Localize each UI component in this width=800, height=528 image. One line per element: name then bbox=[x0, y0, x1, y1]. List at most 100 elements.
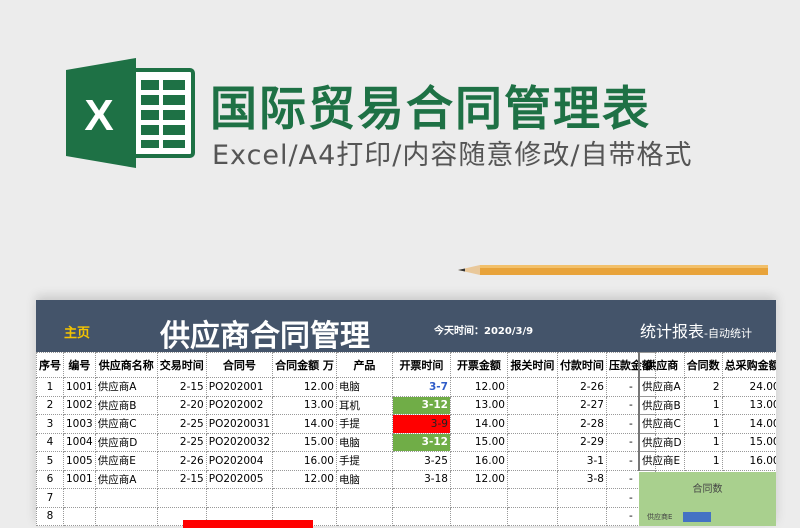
table-cell[interactable]: 供应商A bbox=[94, 377, 158, 397]
stats-cell[interactable]: 1 bbox=[683, 432, 723, 452]
table-cell[interactable]: PO202005 bbox=[205, 469, 274, 489]
stats-cell[interactable]: 13.00 bbox=[721, 395, 776, 415]
table-cell[interactable]: 3-12 bbox=[391, 395, 451, 415]
column-header[interactable]: 开票时间 bbox=[391, 352, 451, 378]
table-cell[interactable]: 7 bbox=[36, 488, 64, 508]
table-cell[interactable]: 电脑 bbox=[335, 432, 393, 452]
table-cell[interactable] bbox=[506, 395, 558, 415]
table-cell[interactable]: 2-15 bbox=[156, 377, 207, 397]
table-cell[interactable]: 手提 bbox=[335, 451, 393, 471]
table-cell[interactable]: 2-28 bbox=[556, 414, 607, 434]
table-cell[interactable]: 2-25 bbox=[156, 432, 207, 452]
table-cell[interactable]: 16.00 bbox=[449, 451, 508, 471]
stats-cell[interactable]: 2 bbox=[683, 377, 723, 397]
table-cell[interactable]: 1002 bbox=[63, 395, 96, 415]
table-cell[interactable]: 3-9 bbox=[391, 414, 451, 434]
table-cell[interactable]: 4 bbox=[36, 432, 64, 452]
table-cell[interactable]: 3-12 bbox=[391, 432, 451, 452]
column-header[interactable]: 供应商名称 bbox=[94, 352, 158, 378]
table-cell[interactable]: 1 bbox=[36, 377, 64, 397]
stats-cell[interactable]: 16.00 bbox=[721, 451, 776, 471]
column-header[interactable]: 合同金额 万 bbox=[272, 352, 337, 378]
table-cell[interactable]: 6 bbox=[36, 469, 64, 489]
table-cell[interactable]: 16.00 bbox=[272, 451, 337, 471]
table-cell[interactable]: 15.00 bbox=[272, 432, 337, 452]
stats-column-header[interactable]: 合同数 bbox=[683, 352, 723, 378]
table-cell[interactable] bbox=[506, 451, 558, 471]
column-header[interactable]: 报关时间 bbox=[506, 352, 558, 378]
table-cell[interactable] bbox=[335, 506, 393, 526]
table-cell[interactable]: 12.00 bbox=[449, 377, 508, 397]
table-cell[interactable] bbox=[156, 488, 207, 508]
table-cell[interactable] bbox=[391, 488, 451, 508]
table-cell[interactable]: 供应商B bbox=[94, 395, 158, 415]
table-cell[interactable]: 13.00 bbox=[449, 395, 508, 415]
table-cell[interactable]: 3-1 bbox=[556, 451, 607, 471]
table-cell[interactable]: 电脑 bbox=[335, 377, 393, 397]
table-cell[interactable] bbox=[335, 488, 393, 508]
table-cell[interactable]: 2-27 bbox=[556, 395, 607, 415]
table-cell[interactable]: 手提 bbox=[335, 414, 393, 434]
stats-cell[interactable]: 1 bbox=[683, 395, 723, 415]
column-header[interactable]: 产品 bbox=[335, 352, 393, 378]
table-cell[interactable] bbox=[449, 488, 508, 508]
table-cell[interactable]: 14.00 bbox=[272, 414, 337, 434]
table-cell[interactable]: PO202002 bbox=[205, 395, 274, 415]
table-cell[interactable] bbox=[63, 488, 96, 508]
table-cell[interactable]: 1005 bbox=[63, 451, 96, 471]
table-cell[interactable]: 供应商A bbox=[94, 469, 158, 489]
table-cell[interactable]: 14.00 bbox=[449, 414, 508, 434]
table-cell[interactable] bbox=[506, 469, 558, 489]
stats-cell[interactable]: 1 bbox=[683, 414, 723, 434]
table-cell[interactable]: 2-25 bbox=[156, 414, 207, 434]
table-cell[interactable]: 3-18 bbox=[391, 469, 451, 489]
table-cell[interactable]: 电脑 bbox=[335, 469, 393, 489]
table-cell[interactable]: 3-8 bbox=[556, 469, 607, 489]
table-cell[interactable]: 1004 bbox=[63, 432, 96, 452]
stats-cell[interactable]: 供应商C bbox=[638, 414, 685, 434]
table-cell[interactable]: 2-29 bbox=[556, 432, 607, 452]
table-cell[interactable]: PO2020031 bbox=[205, 414, 274, 434]
table-cell[interactable] bbox=[272, 488, 337, 508]
table-cell[interactable]: 12.00 bbox=[449, 469, 508, 489]
stats-cell[interactable]: 24.00 bbox=[721, 377, 776, 397]
table-cell[interactable] bbox=[391, 506, 451, 526]
column-header[interactable]: 序号 bbox=[36, 352, 64, 378]
column-header[interactable]: 编号 bbox=[63, 352, 96, 378]
table-cell[interactable]: PO202004 bbox=[205, 451, 274, 471]
table-cell[interactable] bbox=[94, 488, 158, 508]
table-cell[interactable] bbox=[506, 377, 558, 397]
column-header[interactable]: 开票金额 bbox=[449, 352, 508, 378]
table-cell[interactable]: 13.00 bbox=[272, 395, 337, 415]
stats-column-header[interactable]: 供应商 bbox=[638, 352, 685, 378]
column-header[interactable]: 合同号 bbox=[205, 352, 274, 378]
table-cell[interactable]: 2-20 bbox=[156, 395, 207, 415]
home-link[interactable]: 主页 bbox=[64, 326, 91, 341]
stats-cell[interactable]: 1 bbox=[683, 451, 723, 471]
table-cell[interactable]: 供应商D bbox=[94, 432, 158, 452]
table-cell[interactable] bbox=[506, 488, 558, 508]
table-cell[interactable]: 2-26 bbox=[156, 451, 207, 471]
table-cell[interactable]: PO202001 bbox=[205, 377, 274, 397]
table-cell[interactable]: PO2020032 bbox=[205, 432, 274, 452]
table-cell[interactable]: 耳机 bbox=[335, 395, 393, 415]
table-cell[interactable]: 3-25 bbox=[391, 451, 451, 471]
column-header[interactable]: 交易时间 bbox=[156, 352, 207, 378]
table-cell[interactable]: 2-26 bbox=[556, 377, 607, 397]
table-cell[interactable] bbox=[506, 414, 558, 434]
stats-cell[interactable]: 14.00 bbox=[721, 414, 776, 434]
table-cell[interactable] bbox=[449, 506, 508, 526]
table-cell[interactable]: 供应商E bbox=[94, 451, 158, 471]
table-cell[interactable]: 5 bbox=[36, 451, 64, 471]
table-cell[interactable] bbox=[63, 506, 96, 526]
table-cell[interactable]: 15.00 bbox=[449, 432, 508, 452]
stats-cell[interactable]: 供应商E bbox=[638, 451, 685, 471]
stats-cell[interactable]: 供应商B bbox=[638, 395, 685, 415]
table-cell[interactable] bbox=[506, 506, 558, 526]
column-header[interactable]: 付款时间 bbox=[556, 352, 607, 378]
table-cell[interactable] bbox=[556, 488, 607, 508]
stats-cell[interactable]: 15.00 bbox=[721, 432, 776, 452]
table-cell[interactable] bbox=[556, 506, 607, 526]
table-cell[interactable] bbox=[506, 432, 558, 452]
table-cell[interactable]: 1001 bbox=[63, 377, 96, 397]
